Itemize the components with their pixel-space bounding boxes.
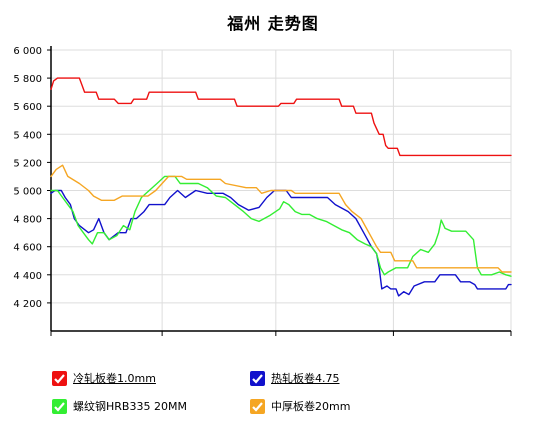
y-tick-label: 6 000 (13, 46, 42, 57)
legend-label[interactable]: 冷轧板卷1.0mm (73, 372, 156, 385)
line-chart: 4 200 4 400 4 600 4 800 5 000 5 200 5 400 5 600… (13, 46, 512, 336)
y-tick-label: 5 400 (13, 130, 42, 141)
y-tick-label: 4 800 (13, 215, 42, 226)
chart-series (50, 77, 512, 297)
y-tick-label: 5 000 (13, 187, 42, 198)
y-tick-label: 4 400 (13, 271, 42, 282)
y-tick-label: 5 200 (13, 158, 42, 169)
series-line-3[interactable] (50, 164, 512, 273)
legend-item-plate[interactable]: 中厚板卷20mm (250, 398, 350, 414)
checkbox-checked-icon[interactable] (52, 398, 67, 414)
y-tick-label: 5 800 (13, 74, 42, 85)
checkbox-checked-icon[interactable] (250, 370, 265, 386)
y-tick-labels: 4 200 4 400 4 600 4 800 5 000 5 200 5 400 5 600… (13, 46, 42, 310)
checkbox-checked-icon[interactable] (250, 398, 265, 414)
series-line-2[interactable] (50, 175, 512, 277)
legend-label[interactable]: 中厚板卷20mm (271, 400, 351, 413)
chart-axes (47, 46, 512, 336)
y-tick-label: 5 600 (13, 102, 42, 113)
checkbox-checked-icon[interactable] (52, 370, 67, 386)
legend-item-hot-rolled[interactable]: 热轧板卷4.75 (250, 370, 340, 386)
legend-item-cold-rolled[interactable]: 冷轧板卷1.0mm (52, 370, 156, 386)
legend-item-rebar[interactable]: 螺纹钢HRB335 20MM (52, 398, 187, 414)
legend-label[interactable]: 热轧板卷4.75 (271, 372, 340, 385)
y-tick-label: 4 200 (13, 299, 42, 310)
chart-title: 福州 走势图 (227, 14, 319, 33)
y-tick-label: 4 600 (13, 243, 42, 254)
series-line-0[interactable] (50, 77, 512, 157)
legend-label[interactable]: 螺纹钢HRB335 20MM (73, 400, 187, 413)
